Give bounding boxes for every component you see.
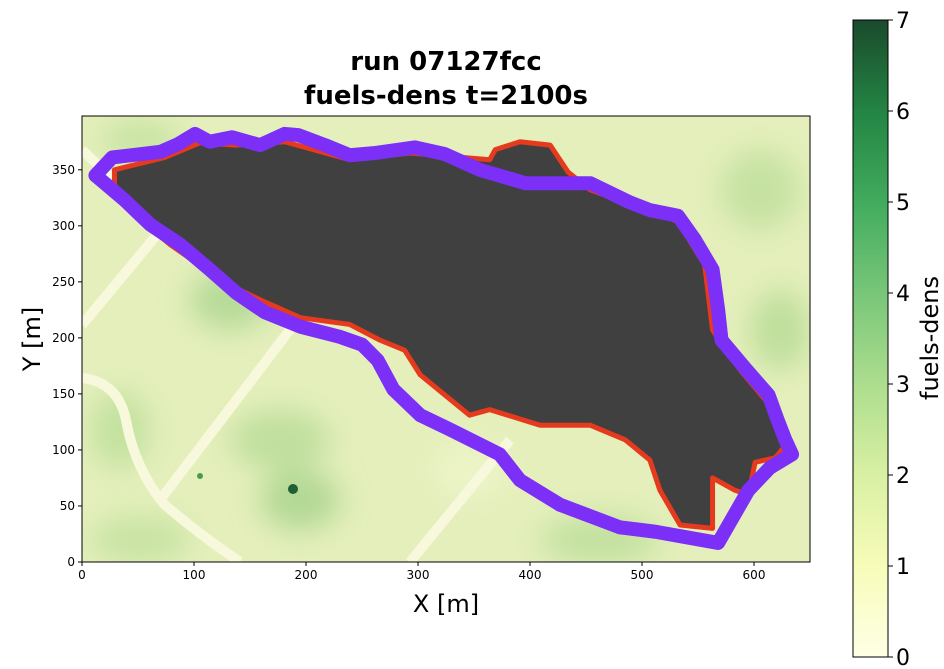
chart-title: fuels-dens t=2100s — [304, 81, 588, 111]
fuel-spot — [197, 473, 203, 479]
colorbar-tick-label: 0 — [896, 646, 910, 669]
x-tick-label: 500 — [631, 568, 654, 582]
y-tick-label: 150 — [52, 387, 75, 401]
y-tick-label: 100 — [52, 443, 75, 457]
chart-title: run 07127fcc — [350, 47, 541, 77]
colorbar-tick-label: 4 — [896, 282, 910, 307]
colorbar-tick-label: 6 — [896, 100, 910, 125]
x-tick-label: 600 — [743, 568, 766, 582]
colorbar-tick-label: 2 — [896, 464, 910, 489]
colorbar — [852, 19, 889, 658]
colorbar-tick-label: 1 — [896, 555, 910, 580]
colorbar-label: fuels-dens — [916, 276, 944, 400]
fuel-texture — [90, 120, 810, 562]
fire-perimeter — [88, 126, 800, 550]
x-tick-label: 100 — [183, 568, 206, 582]
y-axis-label: Y [m] — [18, 307, 46, 372]
colorbar-tick-label: 7 — [896, 9, 910, 34]
y-tick-label: 200 — [52, 331, 75, 345]
y-tick-label: 50 — [60, 499, 75, 513]
y-tick-label: 250 — [52, 275, 75, 289]
y-tick-label: 350 — [52, 163, 75, 177]
x-tick-label: 200 — [295, 568, 318, 582]
overlays — [88, 126, 800, 550]
plot-frame — [81, 115, 811, 563]
x-tick-label: 300 — [407, 568, 430, 582]
y-tick-label: 0 — [67, 555, 75, 569]
colorbar-tick-label: 5 — [896, 191, 910, 216]
y-tick-label: 300 — [52, 219, 75, 233]
x-tick-label: 400 — [519, 568, 542, 582]
x-axis-label: X [m] — [413, 590, 479, 618]
colorbar-tick-label: 3 — [896, 373, 910, 398]
x-tick-label: 0 — [78, 568, 86, 582]
fuel-spot — [288, 484, 298, 494]
